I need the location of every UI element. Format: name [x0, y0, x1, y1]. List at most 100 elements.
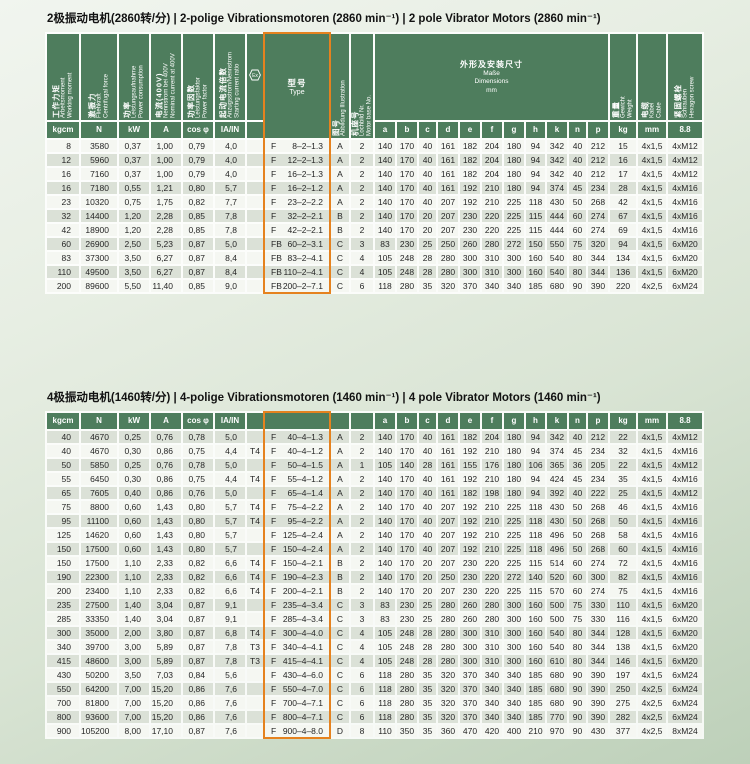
cell-dim-d: 280	[438, 655, 458, 667]
cell-dim-c: 25	[419, 599, 436, 611]
cell-dim-b: 170	[397, 168, 417, 180]
table-row: 125 14620 0,60 1,43 0,80 5,7 F 125–4–2.4 A 2 140 17…	[47, 529, 702, 541]
cell-working-moment: 95	[47, 515, 79, 527]
cell-weight: 46	[610, 501, 636, 513]
cell-dim-p: 330	[588, 599, 608, 611]
cell-dim-g: 180	[504, 182, 524, 194]
cell-working-moment: 200	[47, 280, 79, 292]
cell-screw: 6xM20	[668, 252, 703, 264]
cell-weight: 138	[610, 641, 636, 653]
dim-letter-c: c	[419, 122, 436, 138]
cell-dim-d: 161	[438, 431, 458, 443]
unit-ia-in: IA/IN	[215, 122, 245, 138]
table-wrap-4pole: kgcm N kW A cos φ IA/IN a b c d	[45, 411, 704, 739]
cell-temp-class	[247, 196, 263, 208]
cell-dim-k: 496	[547, 529, 567, 541]
cell-weight: 197	[610, 669, 636, 681]
cell-current: 1,21	[151, 182, 181, 194]
cell-dim-a: 140	[375, 543, 395, 555]
cell-working-moment: 16	[47, 182, 79, 194]
cell-dim-a: 118	[375, 711, 395, 723]
cell-working-moment: 32	[47, 210, 79, 222]
table-row: 95 11100 0,60 1,43 0,80 5,7 T4 F 95–4–2.2 A 2 140 17…	[47, 515, 702, 527]
cell-dim-f: 210	[482, 445, 502, 457]
cell-centrifugal-force: 50200	[81, 669, 117, 681]
cell-dim-c: 20	[419, 224, 436, 236]
dim-letter-e: e	[460, 122, 480, 138]
cell-power-factor: 0,87	[183, 238, 213, 250]
cell-dim-e: 370	[460, 697, 480, 709]
label-zh: 外形及安装尺寸	[460, 60, 524, 70]
cell-dim-p: 390	[588, 697, 608, 709]
cell-power-factor: 0,87	[183, 266, 213, 278]
cell-temp-class	[247, 266, 263, 278]
cell-base-no: 4	[351, 627, 373, 639]
cell-dim-c: 40	[419, 196, 436, 208]
cell-dim-d: 280	[438, 613, 458, 625]
cell-dim-c: 20	[419, 585, 436, 597]
cell-cable: 4x1,5	[638, 487, 666, 499]
cell-dim-h: 115	[526, 585, 545, 597]
cell-dim-b: 230	[397, 613, 417, 625]
cell-cable: 4x2,5	[638, 725, 666, 737]
cell-base-no: 2	[351, 557, 373, 569]
cell-screw: 4xM12	[668, 168, 703, 180]
cell-dim-a: 140	[375, 154, 395, 166]
cell-dim-p: 274	[588, 224, 609, 236]
cell-dim-h: 115	[526, 224, 545, 236]
cell-power: 7,00	[119, 711, 149, 723]
cell-dim-h: 115	[526, 210, 545, 222]
cell-dim-d: 207	[438, 529, 458, 541]
cell-dim-a: 140	[375, 210, 395, 222]
cell-dim-p: 300	[588, 571, 608, 583]
cell-temp-class: T3	[247, 641, 263, 653]
cell-dim-a: 140	[375, 557, 395, 569]
cell-cable: 4x1,5	[638, 585, 666, 597]
cell-dim-d: 161	[438, 445, 458, 457]
cell-working-moment: 340	[47, 641, 79, 653]
unit-type-blank	[265, 413, 329, 429]
cell-power-factor: 0,85	[183, 210, 213, 222]
cell-motor-type: F 16–2–1.3	[265, 168, 329, 180]
table-row: 340 39700 3,00 5,89 0,87 7,8 T3 F 340–4–4.1 C 4 105…	[47, 641, 702, 653]
cell-centrifugal-force: 18900	[81, 224, 117, 236]
cell-dim-p: 212	[588, 140, 609, 152]
cell-dim-g: 272	[504, 238, 524, 250]
cell-temp-class: T4	[247, 473, 263, 485]
unit-ia-in: IA/IN	[215, 413, 245, 429]
unit-ampere: A	[151, 413, 181, 429]
table-title-4pole: 4极振动电机(1460转/分) | 4-polige Vibrationsmot…	[47, 392, 601, 404]
cell-screw: 4xM16	[668, 529, 702, 541]
cell-motor-type: F 300–4–4.0	[265, 627, 329, 639]
cell-weight: 146	[610, 655, 636, 667]
label-de: Nennstrom bei 400V	[163, 63, 170, 118]
cell-cable: 4x1,5	[638, 224, 667, 236]
cell-current: 1,43	[151, 529, 181, 541]
col-header-centrifugal-force: 激振力 Fliehkraft Centrifugal force	[81, 34, 117, 120]
cell-dim-e: 192	[460, 529, 480, 541]
cell-motor-type: F 32–2–2.1	[265, 210, 329, 222]
table-row: 550 64200 7,00 15,20 0,86 7,6 F 550–4–7.0 C 6 118 2…	[47, 683, 702, 695]
cell-working-moment: 83	[47, 252, 79, 264]
table-row: 40 4670 0,25 0,76 0,78 5,0 F 40–4–1.3 A 2 140 170 40…	[47, 431, 702, 443]
cell-dim-p: 344	[588, 627, 608, 639]
cell-base-no: 2	[351, 501, 373, 513]
cell-dim-h: 94	[526, 487, 545, 499]
cell-dim-g: 340	[504, 711, 524, 723]
cell-dim-e: 370	[460, 669, 480, 681]
cell-dim-b: 230	[397, 599, 417, 611]
cell-starting-ratio: 8,4	[215, 252, 245, 264]
cell-current: 2,28	[151, 210, 181, 222]
cell-temp-class	[247, 599, 263, 611]
label-zh: 图号	[331, 119, 341, 136]
cell-dim-e: 192	[460, 515, 480, 527]
cell-screw: 6xM20	[668, 627, 702, 639]
label-de: Lochbild Nr.	[359, 104, 366, 136]
cell-illustration: C	[331, 669, 349, 681]
cell-dim-k: 680	[547, 669, 567, 681]
cell-cable: 4x1,5	[638, 210, 667, 222]
section-4pole: 4极振动电机(1460转/分) | 4-polige Vibrationsmot…	[45, 389, 705, 739]
cell-dim-k: 374	[547, 445, 567, 457]
cell-working-moment: 125	[47, 529, 79, 541]
cell-base-no: 2	[351, 140, 373, 152]
